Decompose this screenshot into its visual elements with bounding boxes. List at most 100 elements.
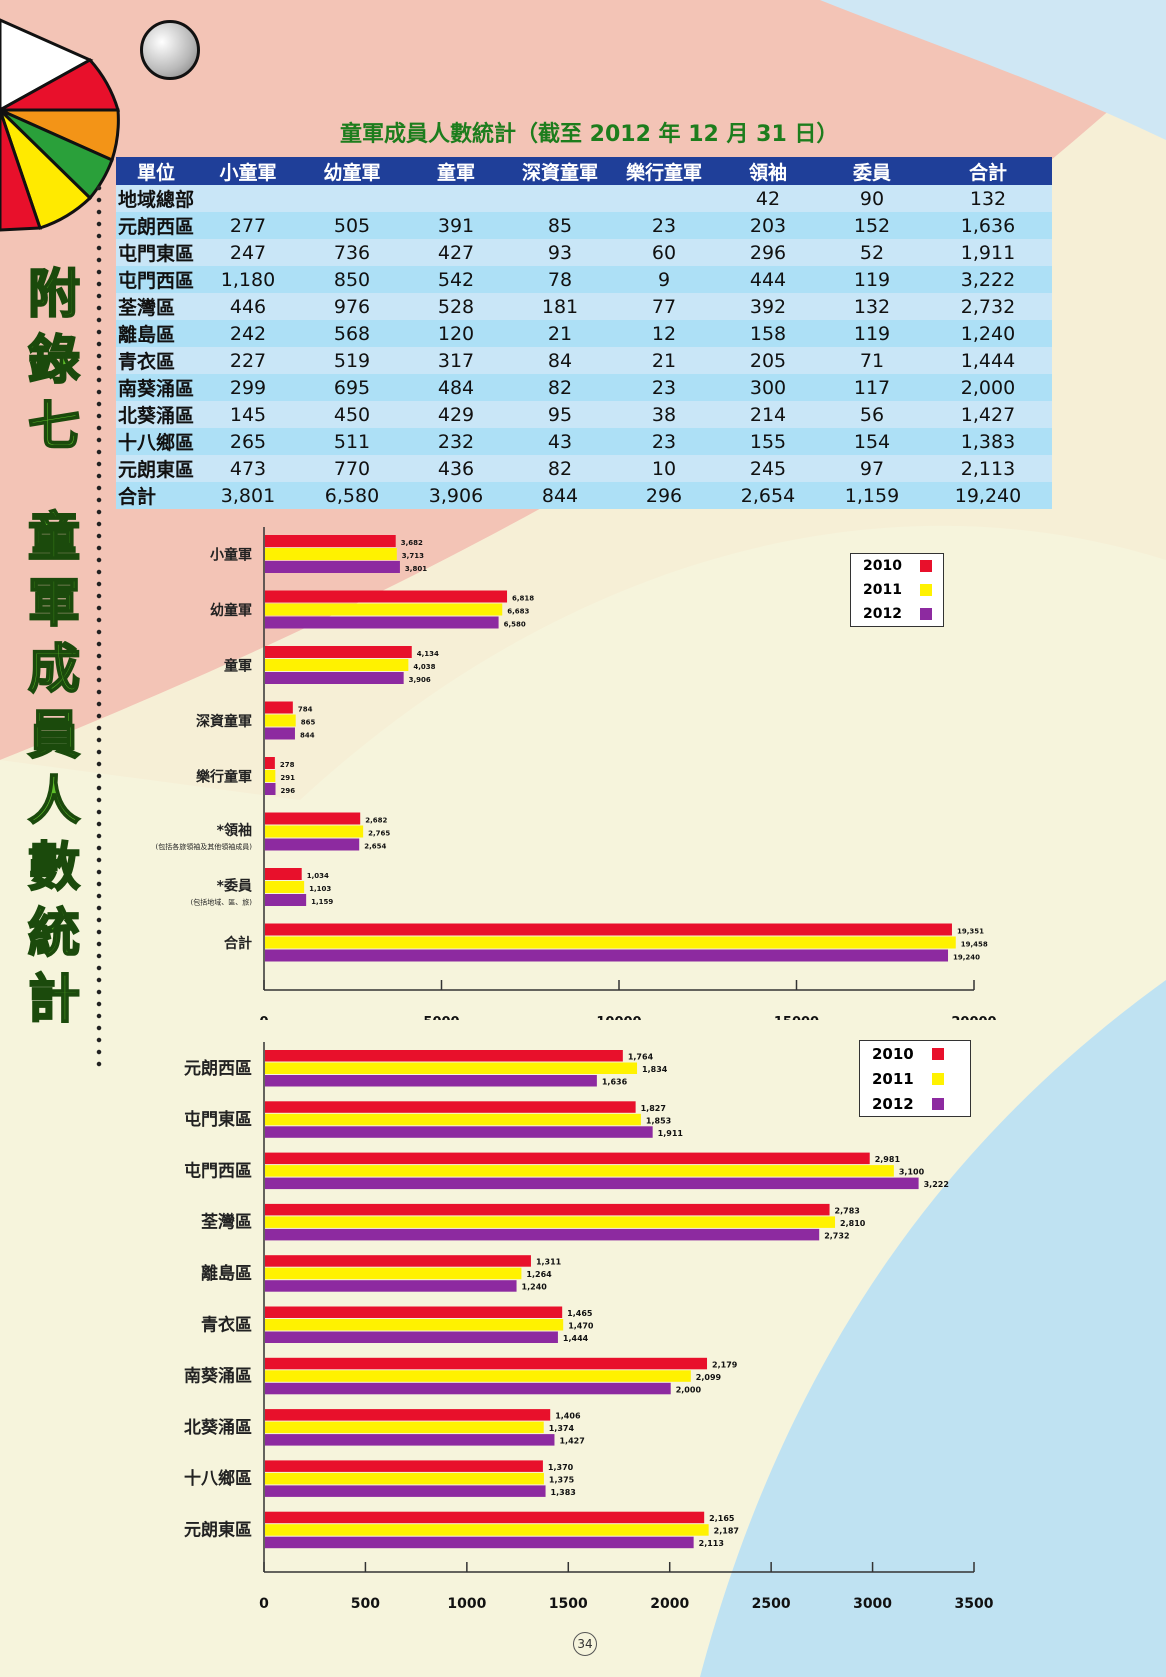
- table-header-cell: 樂行童軍: [612, 157, 716, 185]
- table-cell: 850: [300, 266, 404, 293]
- bar-value-label: 2,810: [840, 1219, 866, 1228]
- legend-item: 2010: [851, 554, 943, 578]
- table-cell: 23: [612, 374, 716, 401]
- table-cell: 119: [820, 320, 924, 347]
- bar: [265, 770, 276, 782]
- bar: [265, 1075, 597, 1087]
- bar: [265, 812, 361, 825]
- table-cell: 519: [300, 347, 404, 374]
- side-title: 附 錄 七: [22, 262, 86, 460]
- table-cell: 242: [196, 320, 300, 347]
- bar: [265, 936, 956, 949]
- bar: [265, 838, 360, 851]
- bar-value-label: 1,853: [646, 1116, 671, 1125]
- chart-by-district: 0 500 1000 1500 2000 2500 3000 3500 元朗西區 1,764 1,8…: [184, 1042, 994, 1612]
- table-cell: 152: [820, 212, 924, 239]
- table-cell: 205: [716, 347, 820, 374]
- table-cell: 1,911: [924, 239, 1052, 266]
- table-cell: 1,427: [924, 401, 1052, 428]
- bar-value-label: 2,113: [699, 1539, 724, 1548]
- bar-value-label: 2,765: [368, 830, 390, 838]
- bar-value-label: 1,470: [568, 1322, 594, 1331]
- category-label: 深資童軍: [196, 713, 252, 730]
- table-header-cell: 領袖: [716, 157, 820, 185]
- legend-chart-2: 2010 2011 2012: [859, 1040, 971, 1117]
- bar: [265, 949, 949, 962]
- side-subtitle-char: 童: [27, 507, 81, 569]
- bar-value-label: 3,100: [899, 1168, 925, 1177]
- table-cell: 436: [404, 455, 508, 482]
- side-subtitle-char: 軍: [27, 573, 81, 635]
- table-cell: 277: [196, 212, 300, 239]
- bar-value-label: 19,240: [953, 954, 980, 962]
- bar-value-label: 2,000: [676, 1385, 702, 1394]
- bar: [265, 701, 293, 714]
- table-cell: 青衣區: [116, 347, 196, 374]
- category-label: 幼童軍: [210, 602, 252, 619]
- table-cell: 214: [716, 401, 820, 428]
- x-tick-label: 5000: [423, 1015, 459, 1020]
- table-cell: 511: [300, 428, 404, 455]
- table-row: 元朗西區 277 505 391 85 23 203 152 1,636: [116, 212, 1052, 239]
- table-cell: 21: [612, 347, 716, 374]
- table-cell: 2,113: [924, 455, 1052, 482]
- table-cell: 元朗西區: [116, 212, 196, 239]
- category-label: 合計: [224, 935, 252, 952]
- bar: [265, 659, 409, 671]
- bar-value-label: 19,351: [957, 928, 984, 936]
- table-cell: 473: [196, 455, 300, 482]
- bar: [265, 1228, 820, 1241]
- table-cell: 85: [508, 212, 612, 239]
- bar-value-label: 1,311: [536, 1258, 562, 1267]
- table-cell: 43: [508, 428, 612, 455]
- table-cell: 265: [196, 428, 300, 455]
- table-row: 北葵涌區 145 450 429 95 38 214 56 1,427: [116, 401, 1052, 428]
- category-label: 屯門西區: [184, 1160, 252, 1181]
- category-label: 樂行童軍: [195, 769, 252, 786]
- table-cell: 77: [612, 293, 716, 320]
- bar: [265, 783, 276, 795]
- bar-value-label: 1,240: [522, 1283, 548, 1292]
- bar: [265, 1434, 555, 1446]
- bar-value-label: 2,783: [835, 1206, 860, 1215]
- table-cell: 296: [612, 482, 716, 509]
- bar: [265, 561, 400, 573]
- bar-value-label: 2,179: [712, 1360, 738, 1369]
- bar-value-label: 296: [281, 787, 296, 795]
- table-cell: 392: [716, 293, 820, 320]
- table-cell: 十八鄉區: [116, 428, 196, 455]
- table-cell: 離島區: [116, 320, 196, 347]
- table-cell: 232: [404, 428, 508, 455]
- bar: [265, 1472, 544, 1485]
- table-cell: 444: [716, 266, 820, 293]
- bar-value-label: 2,187: [714, 1527, 739, 1536]
- table-cell: 132: [820, 293, 924, 320]
- chart-by-section: 0 5000 10000 15000 20000 小童軍 3,682 3,713 3,801 幼童…: [156, 527, 997, 1020]
- legend-label: 2011: [872, 1069, 914, 1088]
- category-label: 十八鄉區: [184, 1468, 252, 1489]
- bar-value-label: 6,580: [504, 621, 526, 629]
- bar: [265, 1126, 653, 1138]
- bar: [265, 1267, 522, 1280]
- bar: [265, 825, 364, 838]
- x-tick-label: 3000: [853, 1596, 892, 1612]
- category-label: 元朗西區: [184, 1058, 252, 1079]
- legend-item: 2010: [860, 1041, 970, 1066]
- bar-value-label: 2,165: [709, 1514, 735, 1523]
- bar-value-label: 784: [298, 706, 313, 714]
- table-cell: 1,240: [924, 320, 1052, 347]
- table-cell: 6,580: [300, 482, 404, 509]
- table-cell: 391: [404, 212, 508, 239]
- bar-value-label: 1,406: [555, 1412, 581, 1421]
- table-cell: 158: [716, 320, 820, 347]
- x-tick-label: 1000: [447, 1596, 486, 1612]
- table-header-cell: 合計: [924, 157, 1052, 185]
- bar-value-label: 19,458: [961, 941, 988, 949]
- side-title-char: 附: [27, 264, 81, 326]
- legend-swatch: [931, 1097, 944, 1110]
- table-cell: 1,636: [924, 212, 1052, 239]
- table-cell: 71: [820, 347, 924, 374]
- bar: [265, 923, 952, 936]
- table-row: 十八鄉區 265 511 232 43 23 155 154 1,383: [116, 428, 1052, 455]
- side-subtitle-char: 員: [27, 705, 81, 767]
